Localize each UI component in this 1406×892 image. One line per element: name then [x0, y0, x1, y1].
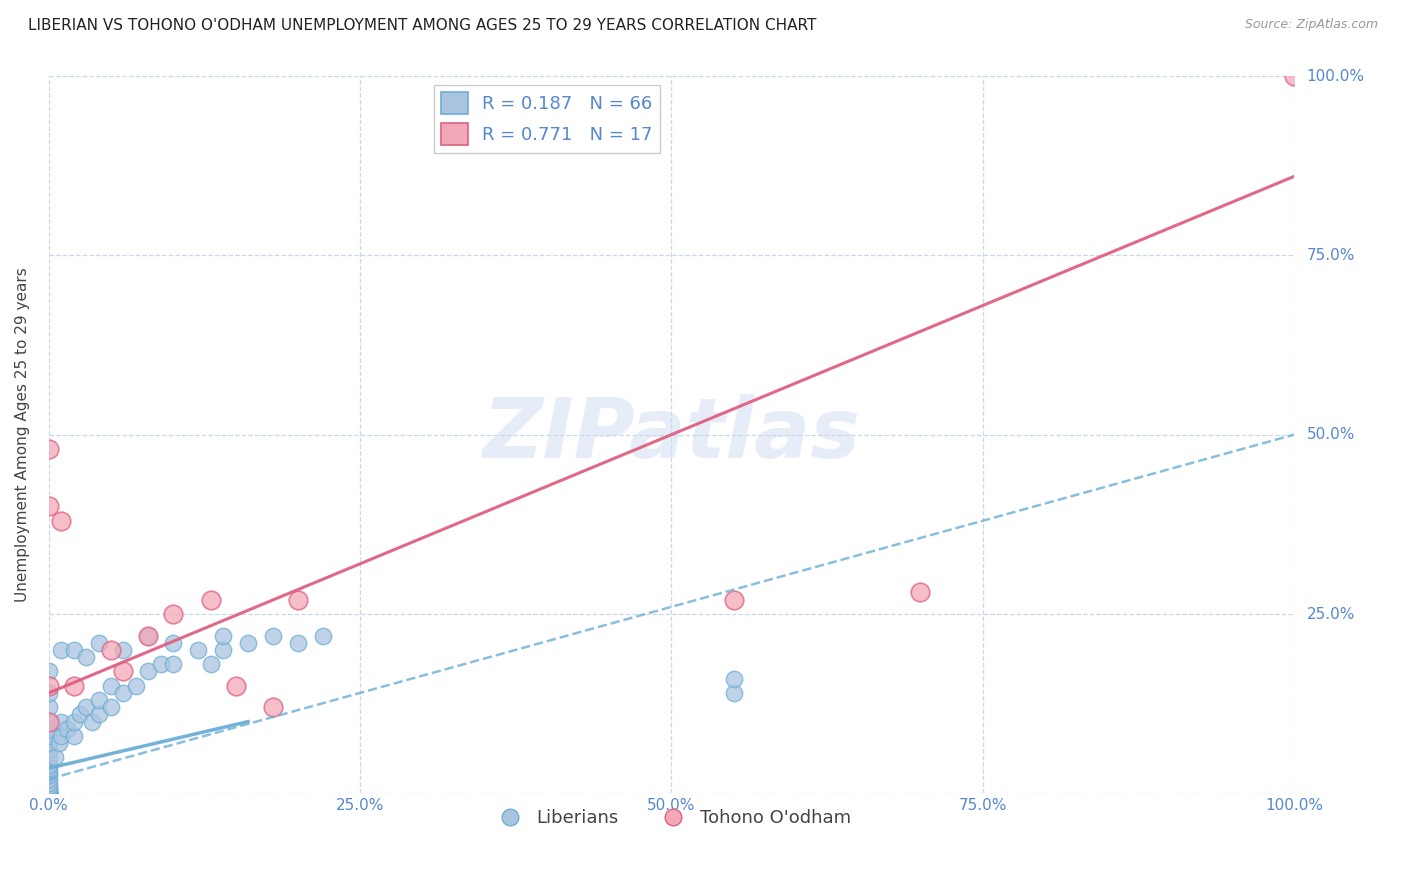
Point	[100, 643, 122, 657]
Point	[87, 636, 110, 650]
Point	[38, 786, 60, 800]
Point	[38, 786, 60, 800]
Point	[38, 500, 60, 514]
Point	[38, 679, 60, 693]
Point	[69, 707, 91, 722]
Point	[38, 786, 60, 800]
Point	[287, 592, 309, 607]
Point	[38, 772, 60, 786]
Point	[187, 643, 209, 657]
Point	[48, 736, 70, 750]
Point	[75, 650, 97, 665]
Text: 50.0%: 50.0%	[1306, 427, 1355, 442]
Point	[38, 743, 60, 757]
Point	[910, 585, 932, 599]
Text: 25.0%: 25.0%	[1306, 607, 1355, 622]
Text: 75.0%: 75.0%	[1306, 248, 1355, 263]
Point	[225, 679, 247, 693]
Point	[82, 714, 104, 729]
Point	[38, 736, 60, 750]
Point	[162, 636, 184, 650]
Point	[149, 657, 172, 672]
Point	[38, 686, 60, 700]
Point	[236, 636, 259, 650]
Point	[38, 786, 60, 800]
Point	[38, 761, 60, 775]
Point	[38, 775, 60, 789]
Point	[38, 786, 60, 800]
Y-axis label: Unemployment Among Ages 25 to 29 years: Unemployment Among Ages 25 to 29 years	[15, 268, 30, 602]
Point	[162, 607, 184, 621]
Point	[38, 665, 60, 679]
Point	[38, 782, 60, 797]
Point	[38, 786, 60, 800]
Point	[723, 592, 745, 607]
Point	[38, 700, 60, 714]
Point	[262, 628, 284, 642]
Point	[38, 714, 60, 729]
Point	[138, 628, 160, 642]
Point	[62, 729, 84, 743]
Point	[38, 442, 60, 456]
Text: LIBERIAN VS TOHONO O'ODHAM UNEMPLOYMENT AMONG AGES 25 TO 29 YEARS CORRELATION CH: LIBERIAN VS TOHONO O'ODHAM UNEMPLOYMENT …	[28, 18, 817, 33]
Point	[51, 714, 73, 729]
Point	[38, 714, 60, 729]
Point	[38, 786, 60, 800]
Point	[38, 780, 60, 795]
Point	[38, 768, 60, 782]
Point	[112, 665, 135, 679]
Point	[112, 643, 135, 657]
Point	[100, 700, 122, 714]
Point	[62, 643, 84, 657]
Point	[212, 643, 235, 657]
Point	[723, 686, 745, 700]
Point	[38, 764, 60, 779]
Point	[51, 514, 73, 528]
Point	[287, 636, 309, 650]
Point	[112, 686, 135, 700]
Text: Source: ZipAtlas.com: Source: ZipAtlas.com	[1244, 18, 1378, 31]
Point	[138, 665, 160, 679]
Point	[262, 700, 284, 714]
Point	[62, 714, 84, 729]
Point	[200, 657, 222, 672]
Point	[212, 628, 235, 642]
Point	[200, 592, 222, 607]
Point	[62, 679, 84, 693]
Point	[38, 786, 60, 800]
Point	[75, 700, 97, 714]
Point	[87, 707, 110, 722]
Point	[162, 657, 184, 672]
Point	[38, 779, 60, 793]
Legend: Liberians, Tohono O'odham: Liberians, Tohono O'odham	[484, 802, 859, 835]
Text: 100.0%: 100.0%	[1306, 69, 1364, 84]
Point	[100, 679, 122, 693]
Point	[38, 786, 60, 800]
Point	[44, 750, 66, 764]
Point	[56, 722, 79, 736]
Point	[312, 628, 335, 642]
Point	[138, 628, 160, 642]
Point	[38, 786, 60, 800]
Point	[38, 757, 60, 772]
Point	[38, 750, 60, 764]
Point	[38, 722, 60, 736]
Point	[723, 672, 745, 686]
Point	[38, 786, 60, 800]
Text: ZIPatlas: ZIPatlas	[482, 394, 860, 475]
Point	[51, 643, 73, 657]
Point	[38, 786, 60, 800]
Point	[1282, 69, 1305, 83]
Point	[87, 693, 110, 707]
Point	[51, 729, 73, 743]
Point	[38, 729, 60, 743]
Point	[125, 679, 148, 693]
